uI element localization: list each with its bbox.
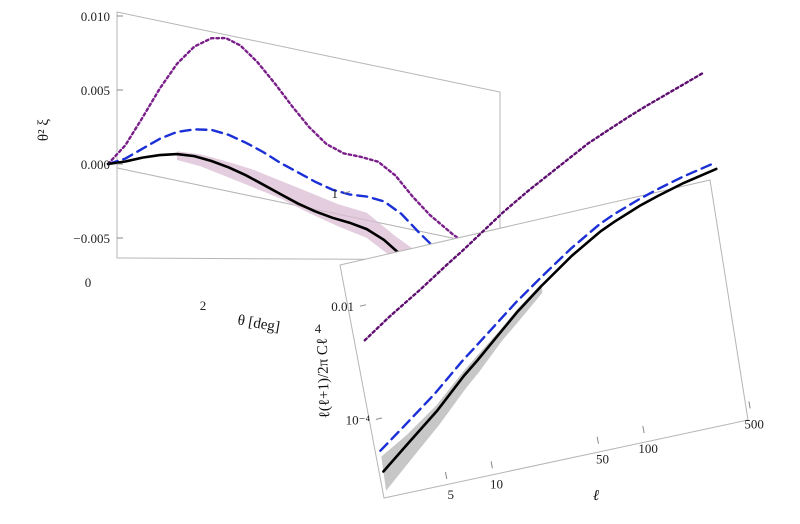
power-spectrum-x-tick-label: 50 [596, 452, 609, 467]
power-spectrum-x-axis-label: ℓ [593, 488, 599, 504]
power-spectrum-y-tick-mark [343, 191, 351, 194]
power-spectrum-y-tick-label: 10⁻⁴ [346, 412, 371, 427]
correlation-y-tick-label: 0.000 [81, 157, 110, 172]
correlation-y-tick-label: 0.005 [81, 83, 110, 98]
power-spectrum-y-tick-mark [359, 304, 367, 307]
correlation-x-tick-label: 0 [85, 275, 92, 290]
power-spectrum-x-tick-label: 100 [638, 441, 658, 456]
power-spectrum-y-axis-label: ℓ(ℓ+1)/2π Cℓ [315, 338, 334, 419]
power-spectrum-x-tick-mark [490, 461, 493, 469]
correlation-x-tick-label: 4 [315, 321, 322, 336]
power-spectrum-series-solid-line [382, 167, 718, 473]
power-spectrum-x-tick-mark [642, 425, 645, 434]
power-spectrum-uncertainty-band [381, 283, 543, 491]
correlation-y-tick-label: 0.010 [81, 9, 110, 24]
power-spectrum-series-dashed-line [379, 161, 717, 452]
power-spectrum-x-tick-label: 5 [448, 487, 455, 502]
power-spectrum-y-tick-mark [375, 417, 383, 420]
correlation-series-dotted-line [106, 36, 512, 273]
power-spectrum-x-tick-mark [748, 401, 751, 409]
power-spectrum-y-tick-label: 0.01 [331, 299, 354, 314]
power-spectrum-x-tick-label: 10 [490, 476, 503, 491]
power-spectrum-y-tick-label: 1 [332, 186, 339, 201]
power-spectrum-x-tick-mark [444, 471, 448, 480]
power-spectrum-panel: 10⁻⁴ 0.01 1 5 10 50 100 500 ℓ(ℓ+1)/2π Cℓ ℓ [315, 71, 764, 504]
power-spectrum-x-tick-mark [596, 436, 599, 444]
correlation-x-tick-label: 2 [200, 298, 207, 313]
correlation-y-axis-label: θ² ξ [36, 119, 52, 141]
power-spectrum-x-tick-label: 500 [744, 416, 764, 431]
correlation-x-axis-label: θ [deg] [236, 312, 281, 335]
correlation-y-tick-label: −0.005 [73, 231, 110, 246]
power-spectrum-series-dotted-line [363, 71, 704, 342]
